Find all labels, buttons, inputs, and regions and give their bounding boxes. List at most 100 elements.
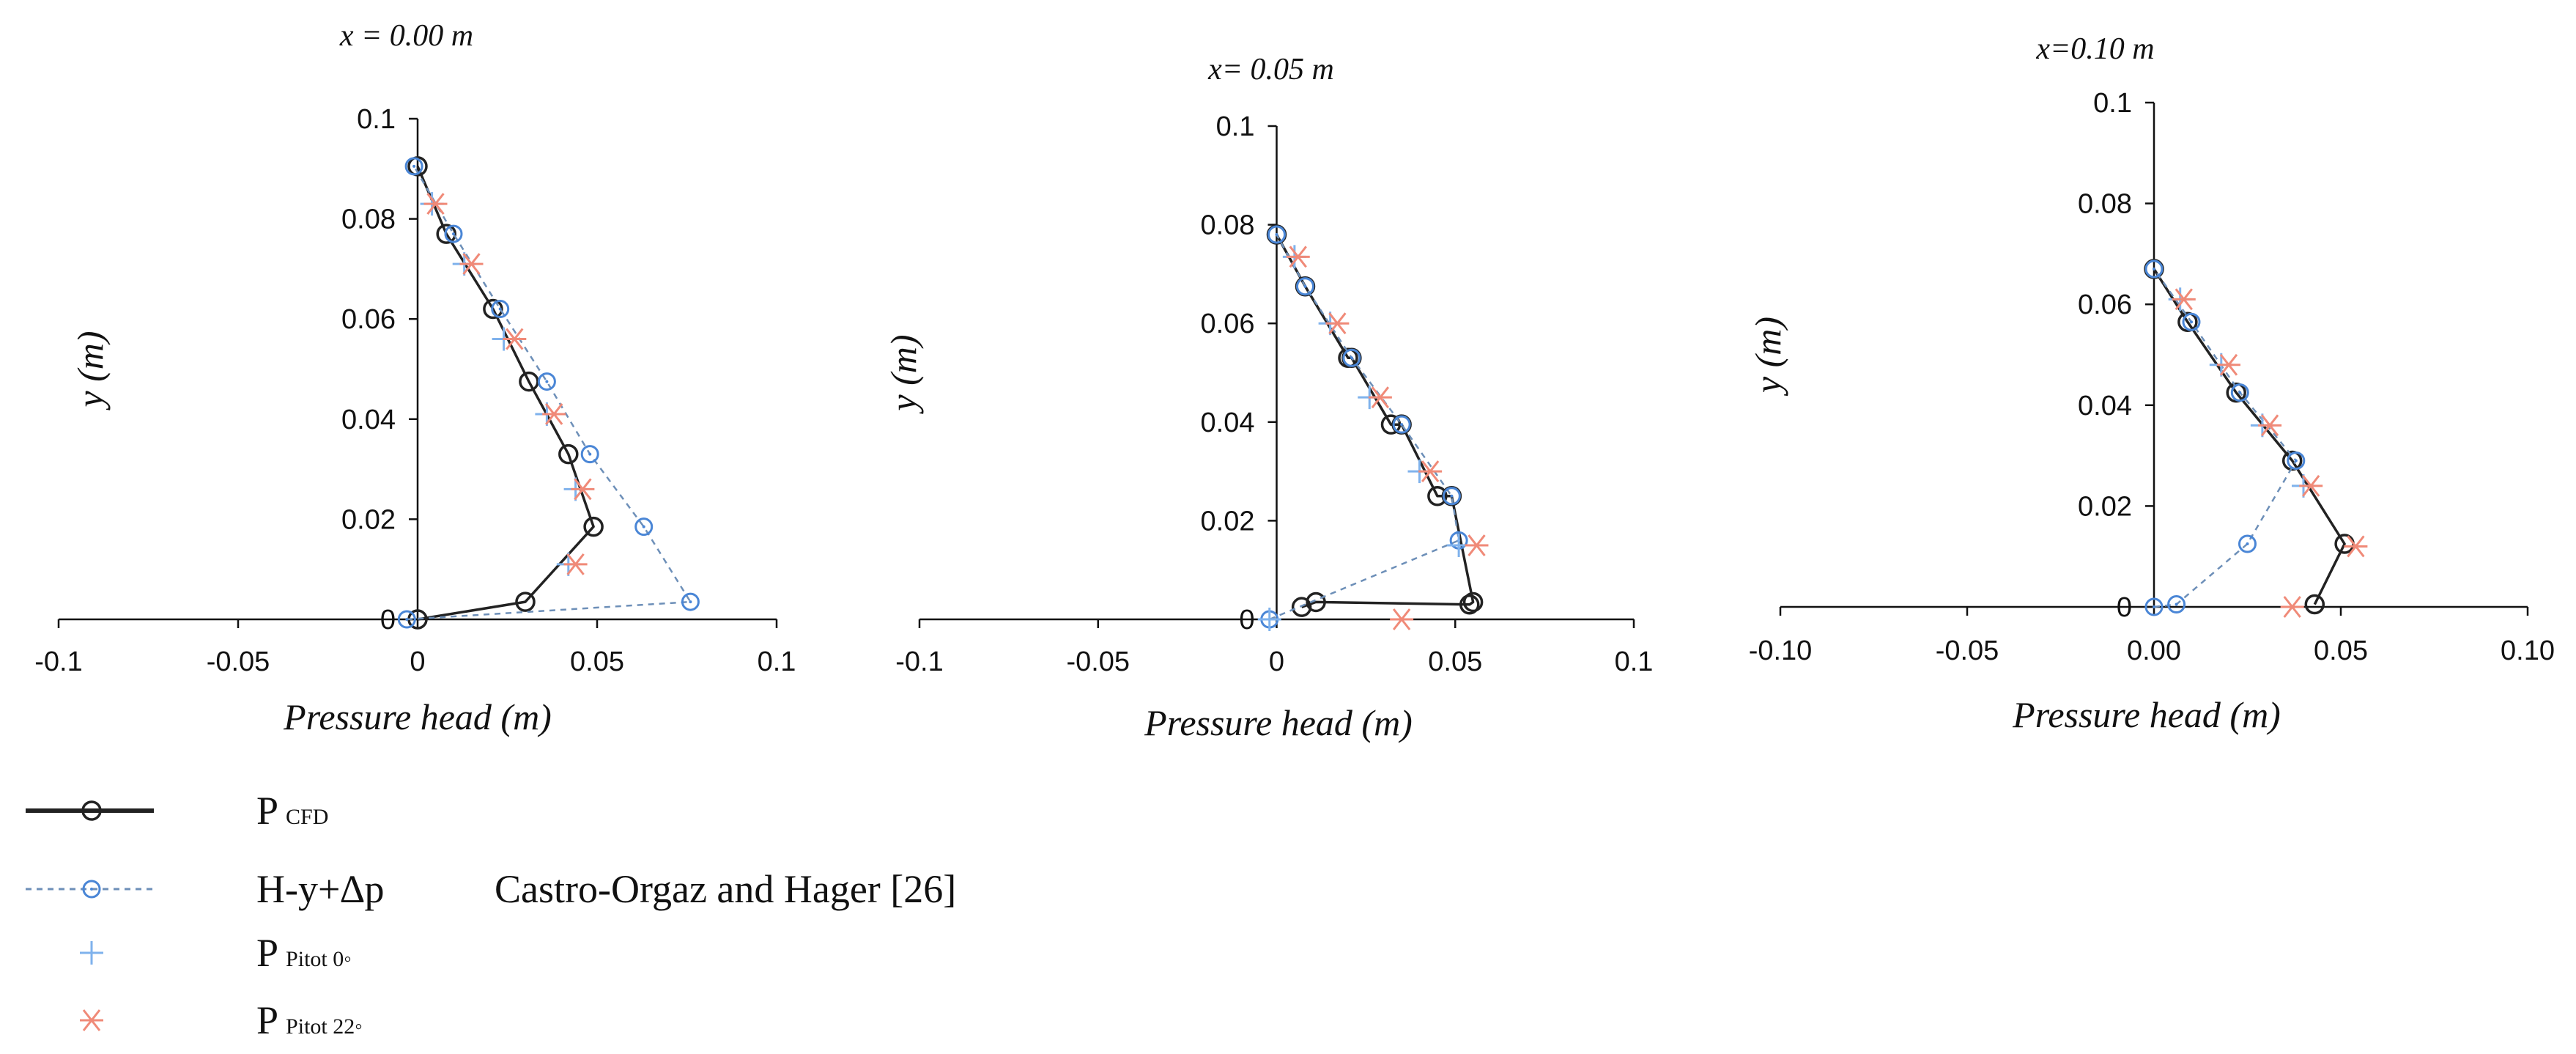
x-tick-label: 0.10: [2501, 635, 2555, 666]
series-pitot22: [423, 193, 595, 575]
data-point-hyp: [2238, 534, 2257, 553]
legend-item-hyp: H-y+∆p Castro-Orgaz and Hager [26]: [26, 867, 956, 911]
series-pitot0: [1257, 245, 1471, 631]
y-tick-label: 0.06: [341, 304, 396, 335]
data-point-pitot22: [2217, 353, 2240, 376]
legend: P CFD H-y+∆p Castro-Orgaz and Hager [26] P Pi…: [26, 789, 956, 1042]
data-point-pitot22: [542, 403, 566, 425]
legend-item-cfd: P CFD: [26, 789, 328, 833]
chart-panel-3: x=0.10 m -0.10 -0.05 0.00 0.05 0.10 0 0.02 0.04 0…: [1747, 32, 2555, 735]
data-point-hyp: [537, 372, 556, 391]
data-point-cfd: [2177, 312, 2198, 333]
data-point-pitot22: [2280, 596, 2304, 618]
data-point-cfd: [515, 592, 536, 612]
x-axis-title: Pressure head (m): [1144, 702, 1413, 743]
data-point-hyp: [2144, 597, 2164, 616]
y-tick-label: 0.02: [1201, 506, 1255, 537]
data-point-cfd: [2304, 594, 2325, 615]
x-tick-label: 0.05: [570, 646, 624, 677]
series-pitot0: [420, 192, 588, 576]
series-pitot0: [2168, 287, 2315, 498]
x-tick-label: -0.10: [1749, 635, 1813, 666]
data-point-cfd: [483, 298, 503, 320]
series-line-cfd: [2153, 268, 2346, 605]
y-axis-title: y (m): [1747, 317, 1788, 397]
series-pitot22: [2172, 288, 2368, 618]
data-point-hyp: [1442, 487, 1461, 506]
y-tick-label: 0.04: [2078, 391, 2132, 421]
y-axis-title: y (m): [883, 334, 924, 414]
series-hyp: [397, 157, 700, 629]
data-point-pitot22: [2344, 535, 2368, 558]
data-point-hyp: [1342, 348, 1361, 367]
legend-label-sub: CFD: [286, 805, 328, 829]
data-point-pitot22: [2299, 474, 2323, 497]
data-point-cfd: [1462, 592, 1484, 613]
y-tick-label: 0.08: [2078, 189, 2132, 220]
legend-note: Castro-Orgaz and Hager [26]: [495, 867, 956, 911]
legend-swatch-marker: [82, 880, 101, 899]
chart-panel-2: x= 0.05 m -0.1 -0.05 0 0.05 0.1 0 0.02 0.04 0.06 0…: [883, 53, 1653, 743]
x-axis-title: Pressure head (m): [283, 696, 552, 737]
series-cfd: [1266, 224, 1484, 617]
y-tick-label: 0.1: [1216, 111, 1255, 142]
series-hyp: [1260, 225, 1468, 629]
legend-item-pitot22: P Pitot 22◦: [80, 998, 363, 1042]
series-line-cfd: [1275, 234, 1475, 608]
data-point-hyp: [1296, 277, 1314, 296]
series-line-cfd: [416, 166, 595, 621]
data-point-hyp: [444, 224, 463, 243]
data-point-pitot22: [2258, 414, 2282, 437]
x-tick-label: 0.05: [1428, 646, 1482, 677]
x-tick-label: 0.1: [1615, 646, 1654, 677]
data-point-cfd: [407, 156, 428, 177]
series-pitot22: [1286, 246, 1489, 630]
data-point-pitot22: [459, 253, 484, 275]
data-point-hyp: [1267, 225, 1286, 244]
panel-title: x= 0.05 m: [1207, 53, 1334, 86]
data-point-cfd: [2281, 450, 2303, 471]
x-axis-title: Pressure head (m): [2012, 694, 2281, 735]
data-point-hyp: [2230, 383, 2249, 402]
legend-label-sub: Pitot 22◦: [286, 1014, 363, 1039]
legend-swatch-marker: [80, 1009, 103, 1031]
data-point-pitot22: [1418, 460, 1443, 483]
legend-label: H-y+∆p: [256, 867, 384, 911]
legend-label: P Pitot 0◦: [256, 931, 352, 975]
data-point-pitot22: [423, 193, 448, 215]
chart-panels: x = 0.00 m-0.1 -0.05 0 0.05 0.100.020.040.06…: [34, 19, 2555, 743]
legend-label: P Pitot 22◦: [256, 998, 363, 1042]
data-point-cfd: [1427, 486, 1448, 506]
data-point-hyp: [2182, 312, 2201, 331]
data-point-cfd: [1291, 597, 1312, 617]
x-tick-label: 0.05: [2314, 635, 2368, 666]
x-tick-label: 0.1: [758, 646, 796, 677]
y-tick-label: 0.06: [2078, 290, 2132, 320]
data-point-pitot22: [1286, 246, 1310, 268]
data-point-cfd: [1306, 592, 1326, 613]
series-hyp: [2144, 259, 2306, 616]
data-point-pitot22: [1325, 312, 1350, 335]
y-tick-label: 0.06: [1201, 309, 1255, 339]
y-tick-label: 0.08: [341, 204, 396, 235]
y-tick-label: 0.02: [341, 504, 396, 535]
data-point-hyp: [1392, 415, 1411, 434]
x-tick-label: 0: [1269, 646, 1284, 677]
y-tick-label: 0: [1239, 605, 1254, 635]
series-line-hyp: [407, 166, 692, 621]
data-point-pitot22: [1390, 608, 1414, 630]
x-tick-label: -0.05: [1066, 646, 1130, 677]
data-point-hyp: [681, 592, 700, 611]
legend-swatch-marker: [81, 800, 102, 821]
panel-title: x=0.10 m: [2035, 32, 2154, 66]
data-point-cfd: [436, 224, 456, 244]
series-cfd: [407, 156, 604, 630]
data-point-hyp: [2167, 595, 2186, 614]
y-tick-label: 0.02: [2078, 491, 2132, 522]
data-point-pitot22: [571, 478, 595, 501]
data-point-pitot0: [1257, 608, 1281, 631]
data-point-cfd: [2226, 382, 2246, 403]
data-point-pitot22: [1465, 534, 1489, 556]
data-point-hyp: [491, 300, 510, 319]
